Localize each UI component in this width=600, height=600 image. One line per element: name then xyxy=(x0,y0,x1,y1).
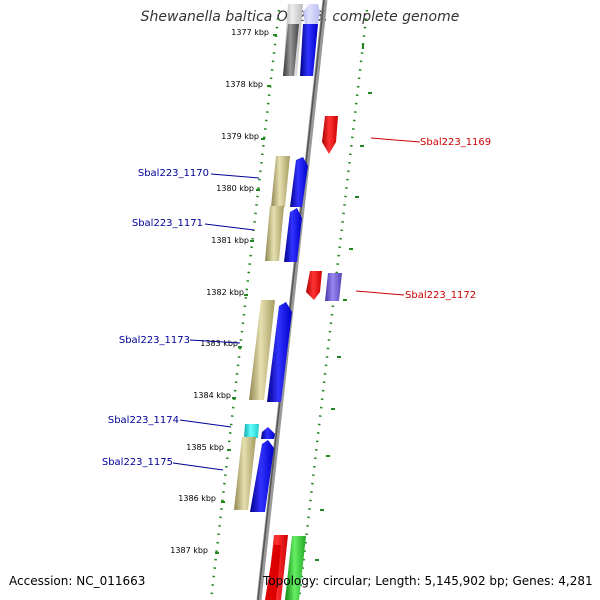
accession-text: Accession: NC_011663 xyxy=(9,574,146,588)
reverse-strand-features xyxy=(265,116,342,600)
tick-label-1381: 1381 kbp xyxy=(211,236,249,245)
gene-label-1173[interactable]: Sbal223_1173 xyxy=(119,335,190,346)
gene-label-1175[interactable]: Sbal223_1175 xyxy=(102,457,173,468)
gene-label-1169[interactable]: Sbal223_1169 xyxy=(420,137,491,148)
feature-tan-1170 xyxy=(271,156,290,207)
feature-tan-1171 xyxy=(265,206,284,261)
tick-label-1385: 1385 kbp xyxy=(186,443,224,452)
forward-strand-features xyxy=(234,4,320,512)
feature-tan-1175 xyxy=(234,437,256,510)
gene-label-1170[interactable]: Sbal223_1170 xyxy=(138,168,209,179)
tick-label-1379: 1379 kbp xyxy=(221,132,259,141)
genome-backbone-shadow xyxy=(257,0,325,600)
label-leader-lines xyxy=(172,137,421,471)
gene-label-1172[interactable]: Sbal223_1172 xyxy=(405,290,476,301)
tick-label-1386: 1386 kbp xyxy=(178,494,216,503)
gene-arrow-1175 xyxy=(250,440,274,512)
feature-cyan-1174 xyxy=(244,424,259,438)
gene-arrow-1169 xyxy=(322,116,338,154)
gene-arrow-blue-top xyxy=(300,24,318,76)
tick-label-1387: 1387 kbp xyxy=(170,546,208,555)
feature-dark-gray xyxy=(283,24,299,76)
feature-purple-1172 xyxy=(325,273,342,301)
right-track-guide xyxy=(297,9,369,600)
right-tick-marks xyxy=(315,43,372,561)
gene-label-1174[interactable]: Sbal223_1174 xyxy=(108,415,179,426)
gene-arrow-red-bottom-inner xyxy=(265,545,281,600)
feature-tan-1173 xyxy=(249,300,275,400)
tick-label-1378: 1378 kbp xyxy=(225,80,263,89)
gene-label-1171[interactable]: Sbal223_1171 xyxy=(132,218,203,229)
gene-arrow-1172-red xyxy=(306,271,322,300)
genome-stats-text: Topology: circular; Length: 5,145,902 bp… xyxy=(263,574,593,588)
tick-label-1384: 1384 kbp xyxy=(193,391,231,400)
genome-backbone xyxy=(256,0,328,600)
gene-arrow-1170 xyxy=(290,157,308,207)
gene-arrow-1173 xyxy=(267,302,292,402)
tick-label-1382: 1382 kbp xyxy=(206,288,244,297)
tick-label-1383: 1383 kbp xyxy=(200,339,238,348)
left-tick-marks xyxy=(215,34,277,554)
gene-arrow-1174 xyxy=(261,427,275,439)
feature-green-bottom xyxy=(285,536,306,600)
tick-label-1377: 1377 kbp xyxy=(231,28,269,37)
tick-label-1380: 1380 kbp xyxy=(216,184,254,193)
gene-arrow-1171 xyxy=(284,208,302,262)
